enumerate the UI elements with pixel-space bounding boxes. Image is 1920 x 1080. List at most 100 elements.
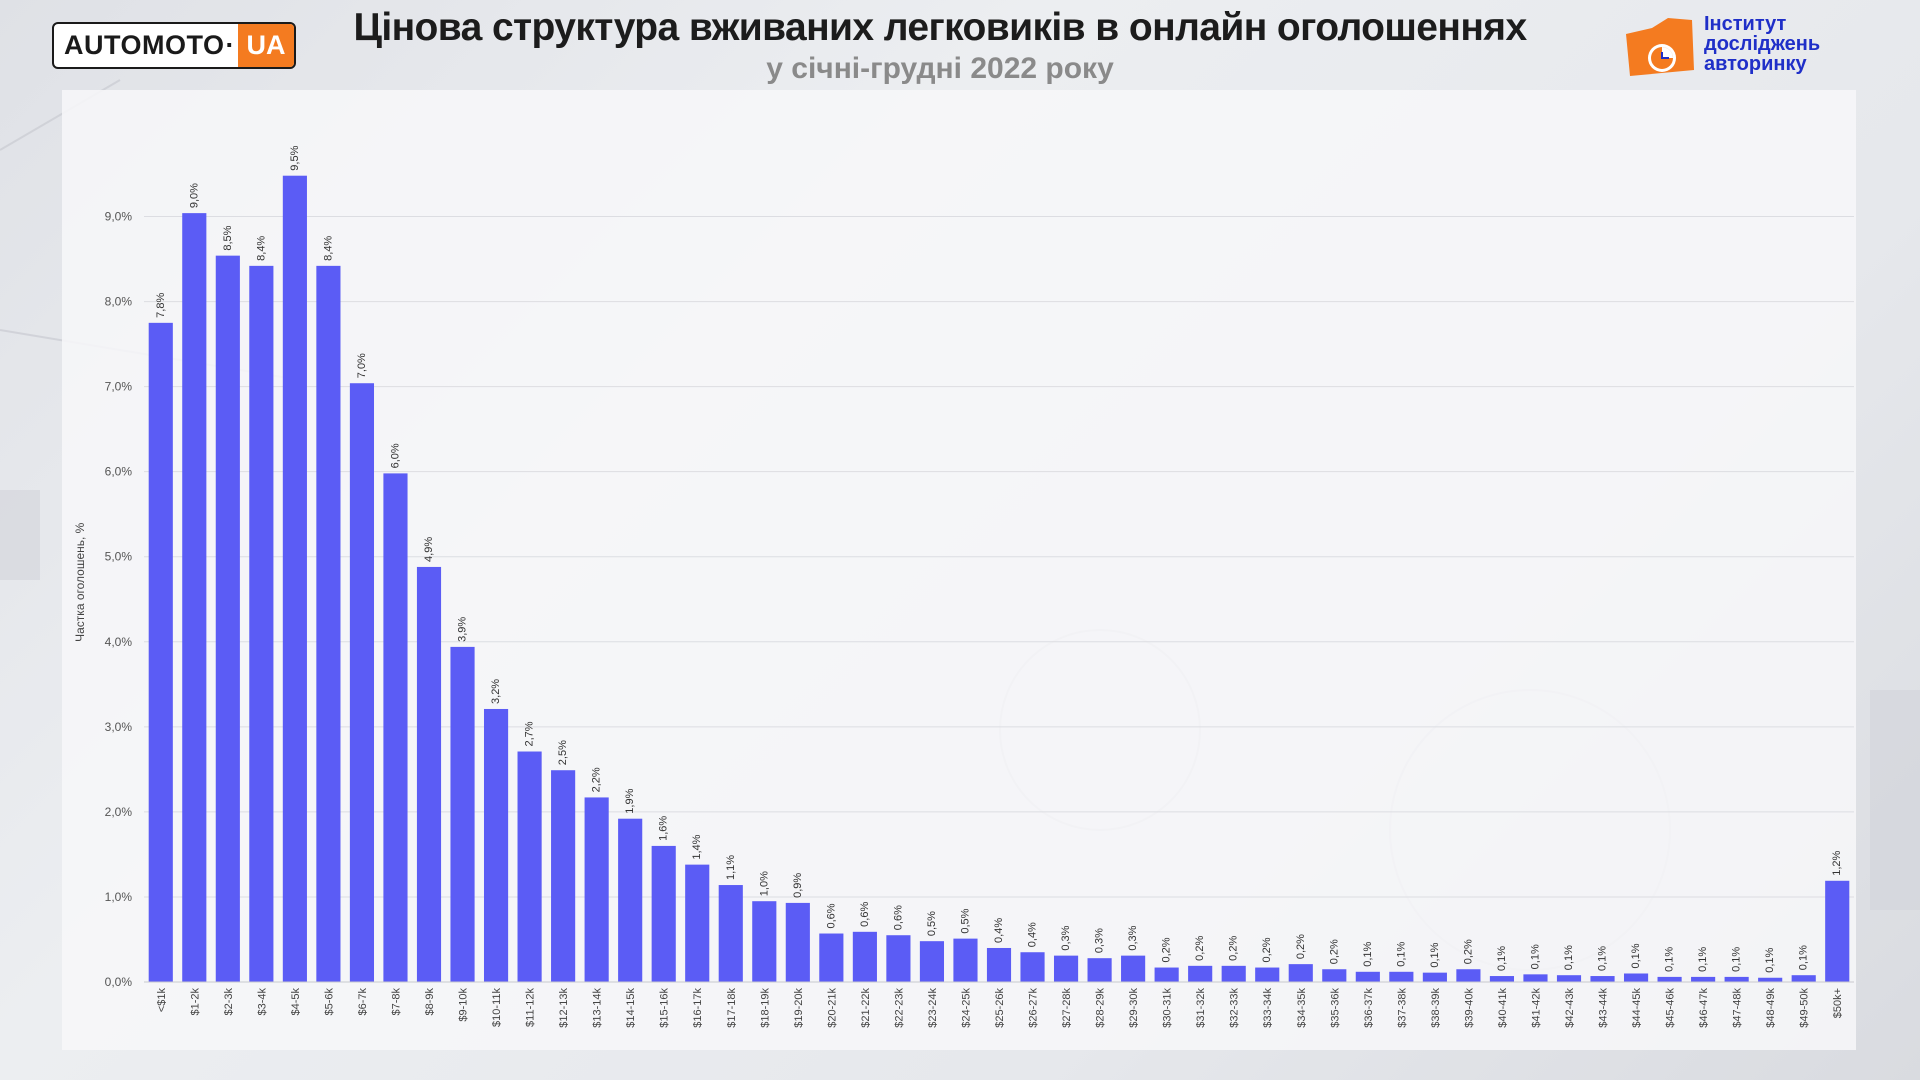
- x-tick-label: $29-30k: [1128, 988, 1140, 1028]
- data-label: 0,6%: [825, 903, 837, 928]
- bar: [886, 935, 911, 982]
- data-label: 0,1%: [1697, 947, 1709, 972]
- x-tick-label: $47-48k: [1732, 988, 1744, 1028]
- data-label: 1,9%: [624, 788, 636, 813]
- x-tick-label: $35-36k: [1329, 988, 1341, 1028]
- bar: [986, 947, 1012, 982]
- x-tick-label: $34-35k: [1296, 988, 1308, 1028]
- data-label: 4,9%: [423, 537, 435, 562]
- y-tick-label: 1,0%: [105, 890, 133, 904]
- institute-logo-icon: [1626, 18, 1694, 76]
- x-tick-label: <$1k: [156, 988, 168, 1013]
- x-tick-label: $45-46k: [1665, 988, 1677, 1028]
- data-label: 0,3%: [1060, 925, 1072, 950]
- bar: [1791, 975, 1816, 982]
- data-label: 8,4%: [322, 236, 334, 261]
- bar: [282, 175, 307, 982]
- x-tick-label: $2-3k: [223, 988, 235, 1016]
- x-tick-label: $50k+: [1832, 988, 1844, 1018]
- x-tick-label: $40-41k: [1497, 988, 1509, 1028]
- bar: [551, 770, 576, 982]
- bar: [1087, 958, 1112, 982]
- data-label: 0,2%: [1328, 939, 1340, 964]
- data-label: 1,0%: [758, 871, 770, 896]
- data-label: 0,4%: [1027, 922, 1039, 947]
- x-tick-label: $49-50k: [1799, 988, 1811, 1028]
- bar: [349, 383, 375, 982]
- data-label: 1,2%: [1831, 850, 1843, 875]
- data-label: 0,1%: [1496, 946, 1508, 971]
- x-tick-label: $22-23k: [893, 988, 905, 1028]
- chart-title: Цінова структура вживаних легковиків в о…: [353, 6, 1527, 49]
- data-label: 0,2%: [1295, 934, 1307, 959]
- bar: [685, 864, 710, 982]
- bar: [1758, 977, 1783, 982]
- bar: [919, 941, 945, 982]
- data-label: 0,1%: [1529, 944, 1541, 969]
- x-tick-label: $48-49k: [1765, 988, 1777, 1028]
- bar: [1389, 971, 1414, 982]
- bar: [718, 885, 743, 982]
- x-tick-label: $31-32k: [1195, 988, 1207, 1028]
- x-tick-label: $10-11k: [491, 988, 503, 1027]
- bar: [1691, 976, 1716, 982]
- data-label: 9,5%: [289, 145, 301, 170]
- x-tick-label: $28-29k: [1095, 988, 1107, 1028]
- bar: [249, 265, 274, 983]
- bar: [819, 933, 844, 982]
- data-label: 7,8%: [155, 293, 167, 318]
- x-tick-label: $7-8k: [390, 988, 402, 1016]
- y-tick-label: 0,0%: [105, 975, 133, 989]
- x-tick-label: $41-42k: [1530, 988, 1542, 1028]
- bar: [752, 901, 777, 982]
- x-tick-label: $16-17k: [692, 988, 704, 1028]
- data-label: 0,6%: [859, 902, 871, 927]
- x-tick-label: $18-19k: [759, 988, 771, 1028]
- x-tick-label: $24-25k: [960, 988, 972, 1028]
- bar: [383, 473, 408, 982]
- bar: [182, 213, 207, 982]
- data-label: 1,1%: [725, 855, 737, 880]
- x-tick-label: $30-31k: [1162, 988, 1174, 1028]
- x-tick-label: $5-6k: [323, 988, 335, 1016]
- bar: [953, 938, 978, 982]
- y-tick-label: 3,0%: [105, 720, 133, 734]
- y-tick-label: 9,0%: [105, 210, 133, 224]
- x-tick-label: $27-28k: [1061, 988, 1073, 1028]
- logo-brand-accent: UA: [238, 24, 294, 67]
- y-tick-label: 5,0%: [105, 550, 133, 564]
- x-tick-label: $13-14k: [592, 988, 604, 1028]
- x-tick-label: $39-40k: [1463, 988, 1475, 1028]
- x-tick-label: $15-16k: [659, 988, 671, 1028]
- x-tick-label: $38-39k: [1430, 988, 1442, 1028]
- bar: [1456, 969, 1481, 982]
- data-label: 0,5%: [926, 911, 938, 936]
- data-label: 0,1%: [1563, 945, 1575, 970]
- data-label: 9,0%: [188, 183, 200, 208]
- x-tick-label: $19-20k: [793, 988, 805, 1028]
- y-tick-label: 4,0%: [105, 635, 133, 649]
- x-tick-label: $21-22k: [860, 988, 872, 1028]
- x-tick-label: $42-43k: [1564, 988, 1576, 1028]
- bar-chart: 0,0% 1,0% 2,0% 3,0% 4,0% 5,0% 6,0% 7,0% 8,0% 9,0%…: [73, 145, 1854, 1028]
- bar: [1221, 965, 1246, 982]
- data-label: 0,1%: [1362, 942, 1374, 967]
- x-tick-label: $23-24k: [927, 988, 939, 1028]
- bar: [1724, 976, 1749, 982]
- x-tick-label: $9-10k: [458, 988, 470, 1022]
- data-label: 1,4%: [691, 834, 703, 859]
- bar: [1489, 976, 1515, 982]
- data-label: 0,1%: [1429, 942, 1441, 967]
- bar: [1523, 974, 1548, 982]
- bar: [785, 902, 810, 982]
- y-tick-label: 6,0%: [105, 465, 133, 479]
- x-tick-label: $25-26k: [994, 988, 1006, 1028]
- x-tick-label: $37-38k: [1396, 988, 1408, 1028]
- x-tick-label: $36-37k: [1363, 988, 1375, 1028]
- data-label: 0,9%: [792, 873, 804, 898]
- automoto-ua-logo: AUTOMOTO · UA: [52, 22, 296, 69]
- data-label: 0,1%: [1630, 943, 1642, 968]
- x-tick-label: $20-21k: [826, 988, 838, 1028]
- institute-line-2: досліджень: [1704, 33, 1821, 55]
- bar: [1288, 964, 1313, 982]
